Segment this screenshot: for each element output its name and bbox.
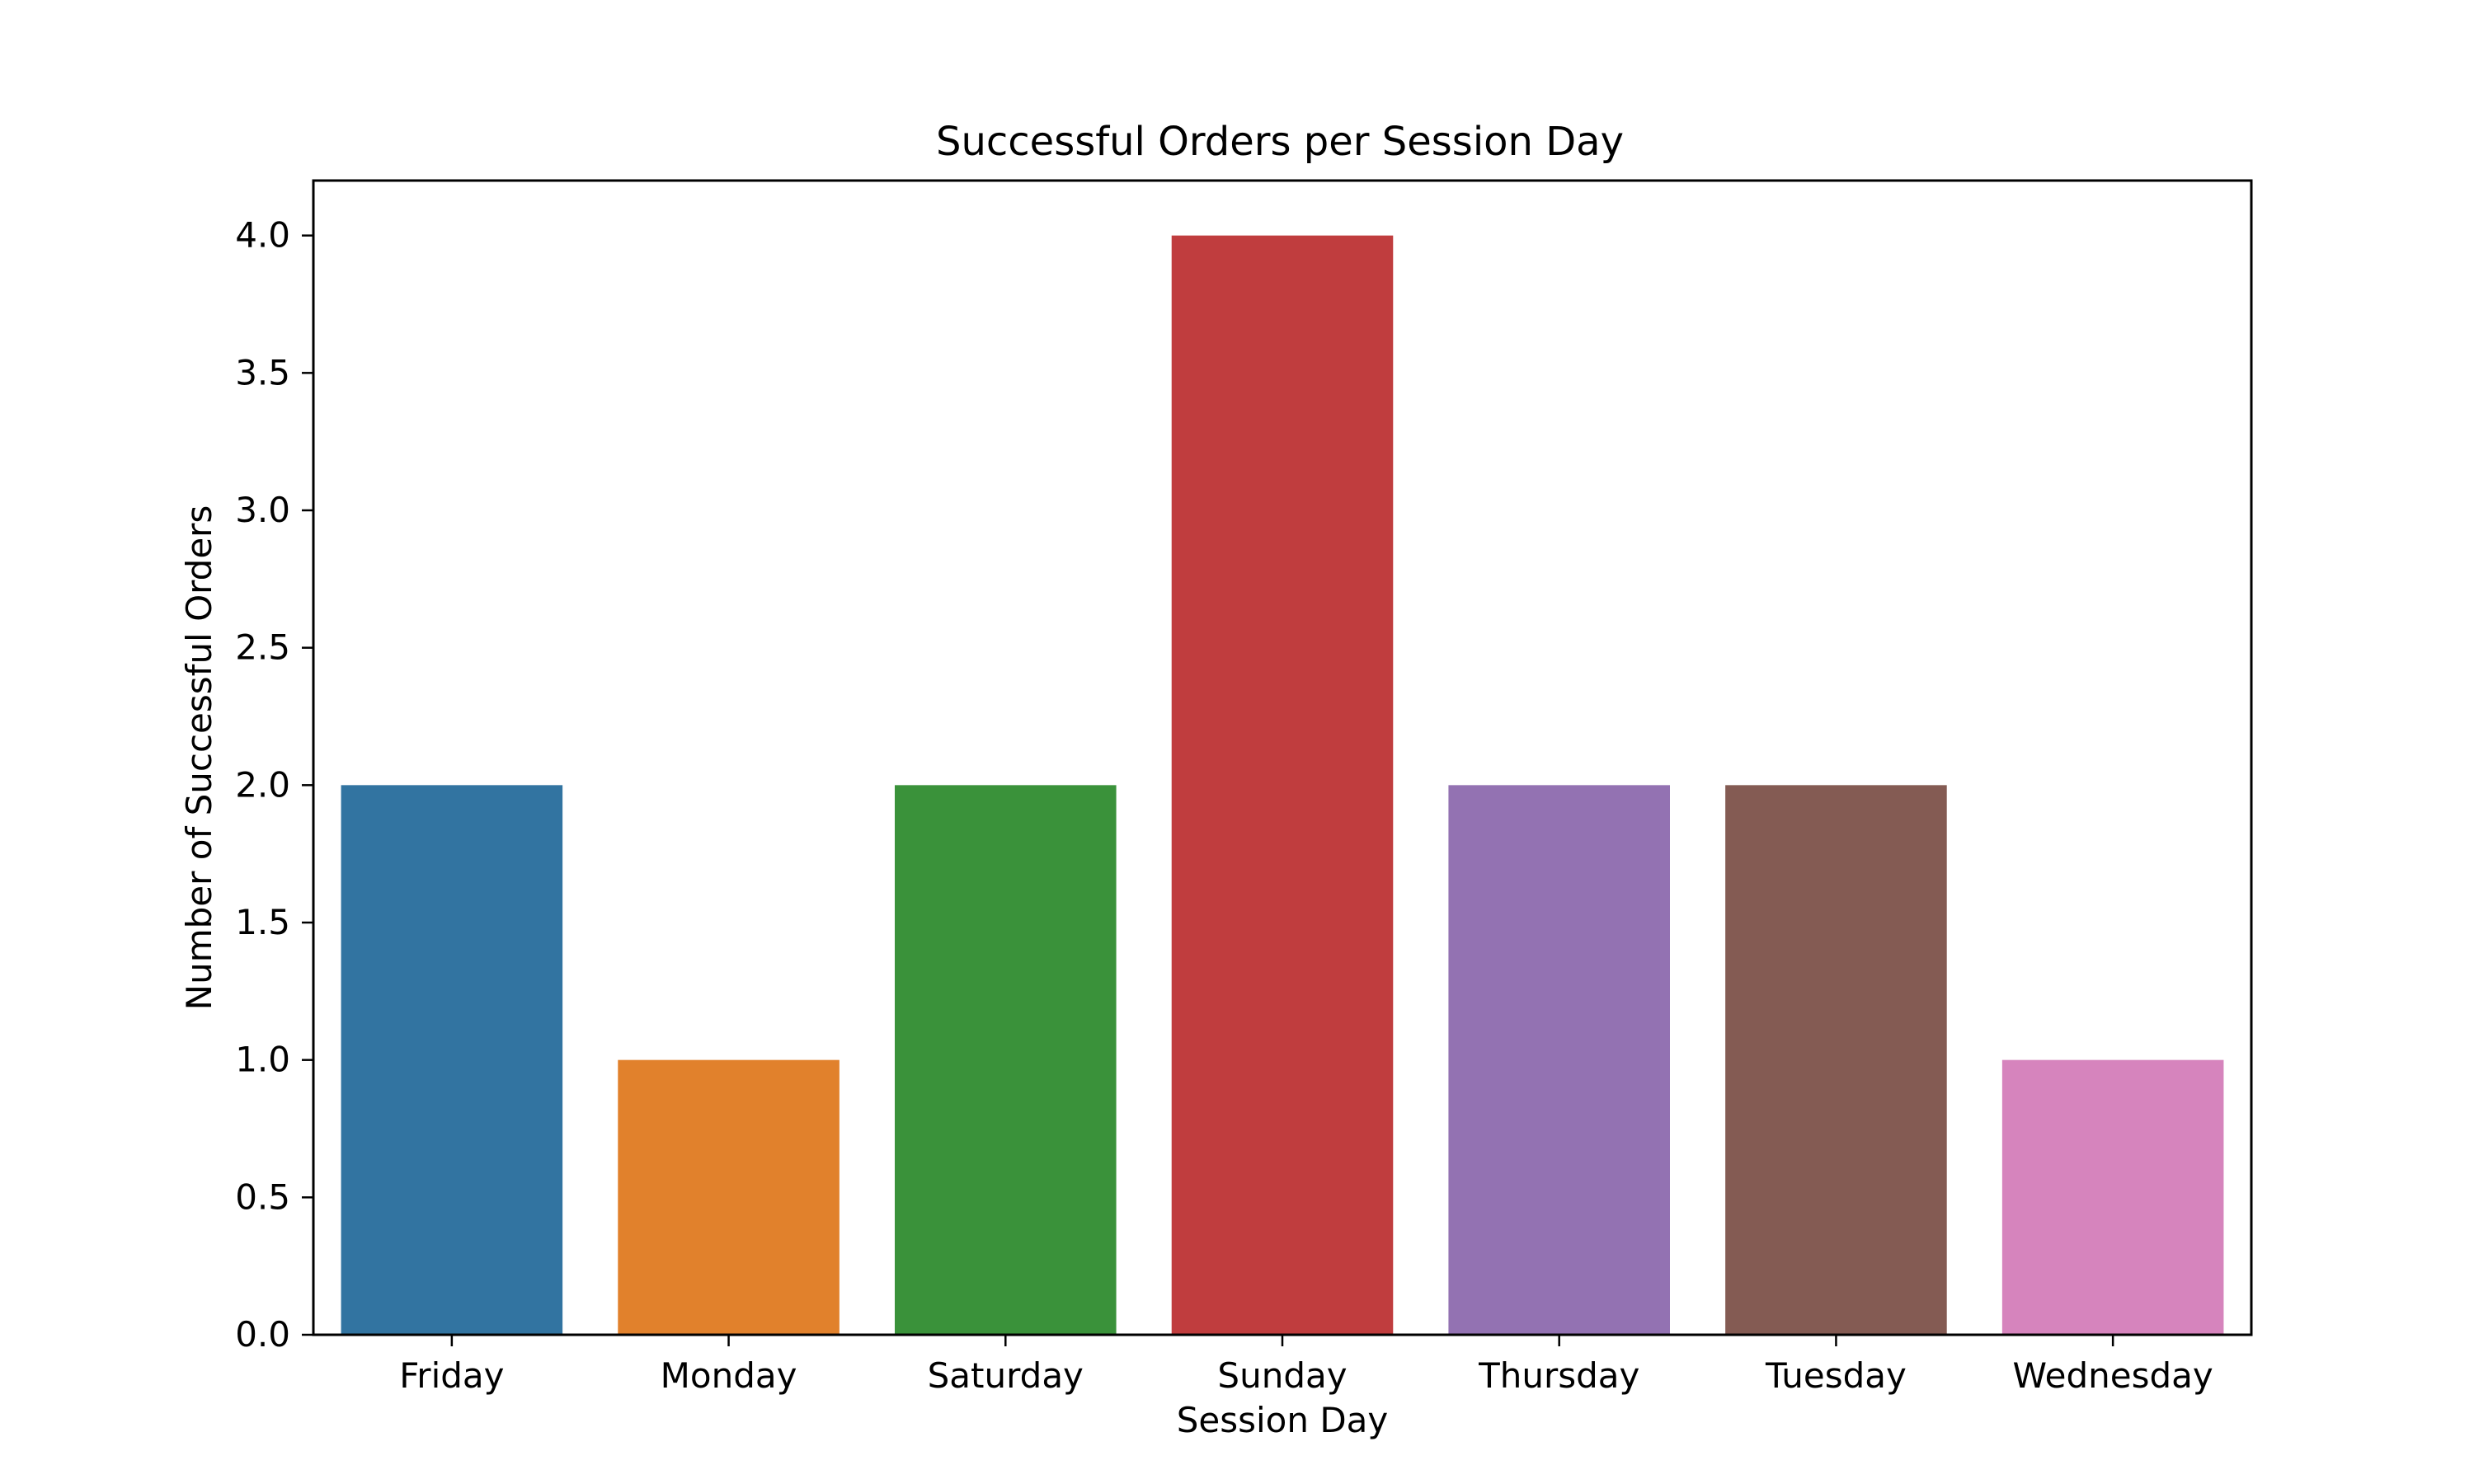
y-tick-label: 1.0	[235, 1040, 290, 1080]
y-tick-label: 3.0	[235, 490, 290, 530]
bar-sunday	[1171, 235, 1394, 1336]
chart-title: Successful Orders per Session Day	[936, 119, 1624, 165]
bar-monday	[618, 1059, 840, 1335]
y-tick-label: 0.5	[235, 1176, 290, 1217]
y-tick-label: 1.5	[235, 902, 290, 942]
bar-thursday	[1448, 785, 1670, 1335]
y-tick-label: 2.5	[235, 627, 290, 668]
y-tick-label: 3.5	[235, 352, 290, 392]
y-axis-label: Number of Successful Orders	[179, 505, 219, 1011]
x-tick-label-wednesday: Wednesday	[2013, 1355, 2213, 1396]
bar-wednesday	[2001, 1059, 2224, 1335]
x-tick-label-monday: Monday	[661, 1355, 797, 1396]
bar-friday	[341, 785, 563, 1335]
bars-group	[341, 235, 2224, 1336]
x-tick-label-saturday: Saturday	[928, 1355, 1084, 1396]
y-tick-label: 4.0	[235, 215, 290, 256]
x-axis: Friday Monday Saturday Sunday Thursday Tuesda…	[399, 1335, 2213, 1396]
bar-saturday	[895, 785, 1117, 1335]
bar-tuesday	[1725, 785, 1947, 1335]
x-axis-label: Session Day	[1177, 1400, 1389, 1440]
x-tick-label-thursday: Thursday	[1478, 1355, 1639, 1396]
y-tick-label: 0.0	[235, 1314, 290, 1355]
x-tick-label-friday: Friday	[399, 1355, 504, 1396]
x-tick-label-sunday: Sunday	[1217, 1355, 1347, 1396]
y-axis: 0.0 0.5 1.0 1.5 2.0 2.5 3.0 3.5 4.0	[235, 215, 313, 1355]
x-tick-label-tuesday: Tuesday	[1765, 1355, 1907, 1396]
y-tick-label: 2.0	[235, 764, 290, 805]
